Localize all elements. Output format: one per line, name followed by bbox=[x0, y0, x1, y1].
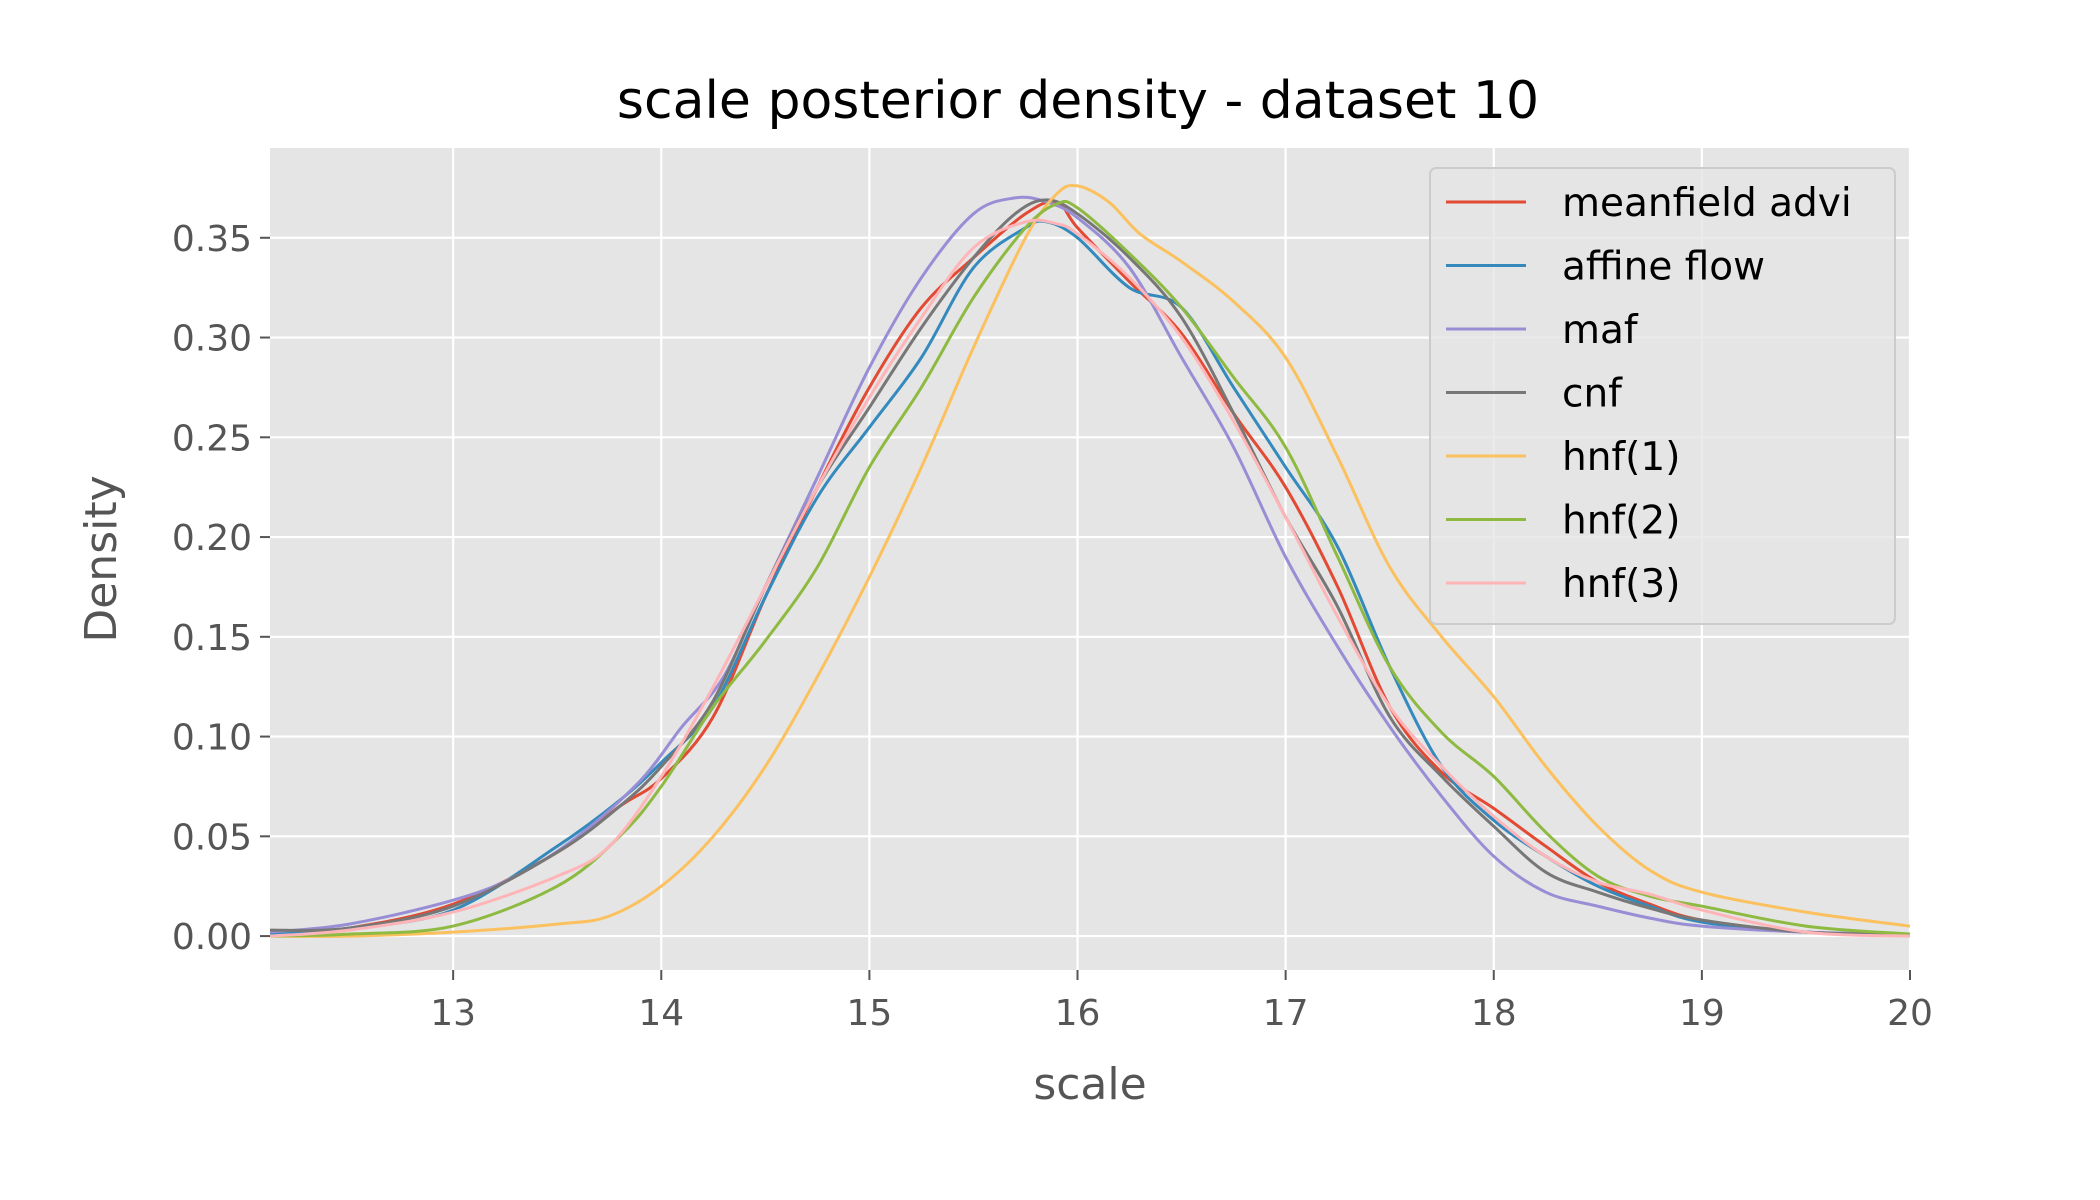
y-tick-label: 0.15 bbox=[172, 618, 252, 659]
y-tick-label: 0.20 bbox=[172, 518, 252, 559]
legend-label-hnf-2: hnf(2) bbox=[1562, 499, 1680, 544]
x-tick-label: 18 bbox=[1471, 993, 1517, 1034]
y-tick-label: 0.30 bbox=[172, 319, 252, 360]
y-axis-ticks: 0.00 0.05 0.10 0.15 0.20 0.25 0.30 0.35 bbox=[172, 219, 270, 958]
x-tick-label: 17 bbox=[1263, 993, 1309, 1034]
y-tick-label: 0.25 bbox=[172, 418, 252, 459]
x-axis-ticks: 13 14 15 16 17 18 19 20 bbox=[430, 970, 1933, 1034]
legend: meanfield advi affine flow maf cnf hnf(1) hnf… bbox=[1429, 167, 1896, 625]
legend-label-hnf-1: hnf(1) bbox=[1562, 435, 1680, 480]
x-axis-label: scale bbox=[1033, 1059, 1146, 1110]
x-tick-label: 16 bbox=[1055, 993, 1101, 1034]
series-line-hnf-3 bbox=[270, 218, 1910, 938]
series-line-hnf-2 bbox=[270, 199, 1910, 938]
series-line-maf bbox=[270, 195, 1910, 936]
y-tick-label: 0.00 bbox=[172, 917, 252, 958]
series-line-hnf-1 bbox=[270, 183, 1910, 938]
y-tick-label: 0.35 bbox=[172, 219, 252, 260]
y-axis-label: Density bbox=[76, 475, 127, 642]
y-tick-label: 0.05 bbox=[172, 817, 252, 858]
legend-box bbox=[1429, 167, 1896, 625]
legend-label-affine-flow: affine flow bbox=[1562, 245, 1765, 290]
y-tick-label: 0.10 bbox=[172, 718, 252, 759]
chart-title: scale posterior density - dataset 10 bbox=[617, 71, 1539, 131]
legend-label-meanfield-advi: meanfield advi bbox=[1562, 181, 1852, 226]
series-line-meanfield-advi bbox=[270, 199, 1910, 936]
x-tick-label: 19 bbox=[1679, 993, 1725, 1034]
series-lines bbox=[270, 183, 1910, 938]
series-line-cnf bbox=[270, 198, 1910, 936]
legend-items: meanfield advi affine flow maf cnf hnf(1) hnf… bbox=[1446, 181, 1852, 607]
legend-label-maf: maf bbox=[1562, 308, 1639, 353]
x-tick-label: 14 bbox=[638, 993, 684, 1034]
legend-label-cnf: cnf bbox=[1562, 372, 1623, 417]
x-tick-label: 13 bbox=[430, 993, 476, 1034]
x-tick-label: 15 bbox=[846, 993, 892, 1034]
legend-label-hnf-3: hnf(3) bbox=[1562, 562, 1680, 607]
grid-lines bbox=[270, 148, 1912, 970]
x-tick-label: 20 bbox=[1887, 993, 1933, 1034]
